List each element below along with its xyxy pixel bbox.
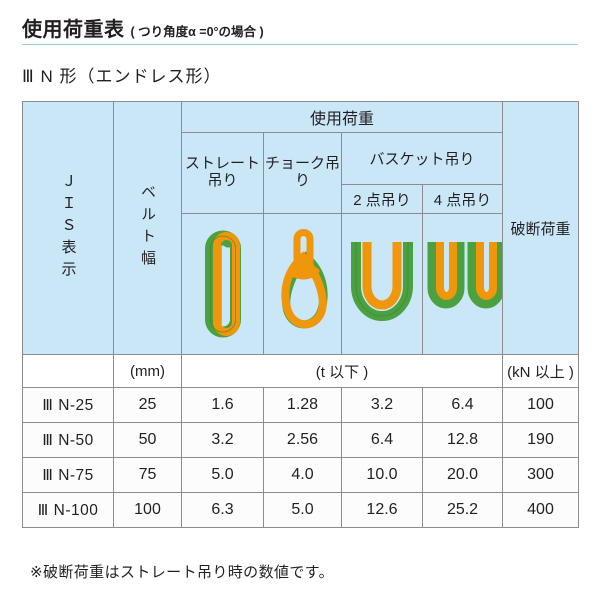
cell-straight: 6.3 bbox=[181, 492, 264, 528]
page-title-subnote: ( つり角度α =0°の場合 ) bbox=[130, 25, 264, 39]
cell-basket-2point: 12.6 bbox=[341, 492, 423, 528]
cell-belt-width: 50 bbox=[113, 422, 182, 458]
cell-choke: 1.28 bbox=[263, 387, 342, 423]
cell-basket-4point: 20.0 bbox=[421, 457, 504, 493]
unit-working-load: (t 以下 ) bbox=[180, 354, 504, 388]
spec-table-container: ＪＩＳ表示 ベルト幅 使用荷重 破断荷重 ストレート吊り チョーク吊り bbox=[22, 101, 580, 528]
page-title-main: 使用荷重表 bbox=[22, 19, 125, 41]
cell-basket-2point: 3.2 bbox=[341, 387, 423, 423]
working-load-spec-table: ＪＩＳ表示 ベルト幅 使用荷重 破断荷重 ストレート吊り チョーク吊り bbox=[22, 101, 580, 528]
cell-basket-2point: 10.0 bbox=[341, 457, 423, 493]
basket-4point-sling-icon bbox=[423, 214, 502, 354]
basket-2point-sling-icon bbox=[342, 214, 422, 354]
unit-breaking-load: (kN 以上 ) bbox=[502, 354, 580, 388]
col-header-choke: チョーク吊り bbox=[263, 132, 342, 214]
cell-choke: 5.0 bbox=[263, 492, 342, 528]
cell-belt-width: 75 bbox=[113, 457, 182, 493]
cell-basket-4point: 25.2 bbox=[421, 492, 504, 528]
units-row: (mm) (t 以下 ) (kN 以上 ) bbox=[22, 354, 580, 388]
cell-jis: Ⅲ N-100 bbox=[22, 492, 114, 528]
col-header-belt-width-label: ベルト幅 bbox=[139, 184, 156, 272]
table-row: Ⅲ N-100 100 6.3 5.0 12.6 25.2 400 bbox=[22, 492, 580, 528]
illustration-cell-basket-4point bbox=[421, 213, 504, 355]
cell-belt-width: 100 bbox=[113, 492, 182, 528]
unit-belt-width: (mm) bbox=[113, 354, 182, 388]
col-header-belt-width: ベルト幅 bbox=[113, 101, 182, 355]
cell-basket-4point: 12.8 bbox=[421, 422, 504, 458]
col-header-breaking-load: 破断荷重 bbox=[502, 101, 580, 355]
choke-sling-icon bbox=[264, 214, 341, 354]
col-header-straight: ストレート吊り bbox=[181, 132, 264, 214]
header-row-group: ＪＩＳ表示 ベルト幅 使用荷重 破断荷重 bbox=[22, 101, 580, 355]
group-header-working-load: 使用荷重 bbox=[180, 101, 504, 133]
cell-choke: 2.56 bbox=[263, 422, 342, 458]
cell-choke: 4.0 bbox=[263, 457, 342, 493]
unit-jis bbox=[22, 354, 114, 388]
table-row: Ⅲ N-50 50 3.2 2.56 6.4 12.8 190 bbox=[22, 422, 580, 458]
table-row: Ⅲ N-25 25 1.6 1.28 3.2 6.4 100 bbox=[22, 387, 580, 423]
cell-jis: Ⅲ N-50 bbox=[22, 422, 114, 458]
cell-breaking-load: 100 bbox=[502, 387, 580, 423]
cell-breaking-load: 190 bbox=[502, 422, 580, 458]
footnote: ※破断荷重はストレート吊り時の数値です。 bbox=[30, 564, 335, 581]
cell-breaking-load: 400 bbox=[502, 492, 580, 528]
straight-sling-icon bbox=[182, 214, 263, 354]
header-row-basket-sub: 2 点吊り 4 点吊り bbox=[23, 184, 579, 214]
cell-jis: Ⅲ N-25 bbox=[22, 387, 114, 423]
cell-jis: Ⅲ N-75 bbox=[22, 457, 114, 493]
illustration-cell-straight bbox=[181, 213, 264, 355]
col-header-jis: ＪＩＳ表示 bbox=[22, 101, 114, 355]
page-title: 使用荷重表 ( つり角度α =0°の場合 ) bbox=[22, 13, 264, 42]
illustration-cell-basket-2point bbox=[341, 213, 423, 355]
cell-basket-4point: 6.4 bbox=[421, 387, 504, 423]
cell-belt-width: 25 bbox=[113, 387, 182, 423]
col-header-jis-label: ＪＩＳ表示 bbox=[59, 173, 77, 283]
cell-basket-2point: 6.4 bbox=[341, 422, 423, 458]
table-row: Ⅲ N-75 75 5.0 4.0 10.0 20.0 300 bbox=[22, 457, 580, 493]
cell-straight: 5.0 bbox=[181, 457, 264, 493]
col-header-basket-2point: 2 点吊り bbox=[341, 184, 423, 214]
group-header-basket: バスケット吊り bbox=[340, 132, 504, 185]
cell-breaking-load: 300 bbox=[502, 457, 580, 493]
cell-straight: 3.2 bbox=[181, 422, 264, 458]
illustration-cell-choke bbox=[263, 213, 342, 355]
col-header-basket-4point: 4 点吊り bbox=[421, 184, 504, 214]
header-row-illustrations bbox=[23, 213, 579, 355]
product-type-subtitle: Ⅲ N 形（エンドレス形） bbox=[22, 67, 222, 86]
title-divider bbox=[22, 44, 578, 45]
header-row-modes: ストレート吊り チョーク吊り バスケット吊り bbox=[23, 132, 579, 214]
cell-straight: 1.6 bbox=[181, 387, 264, 423]
